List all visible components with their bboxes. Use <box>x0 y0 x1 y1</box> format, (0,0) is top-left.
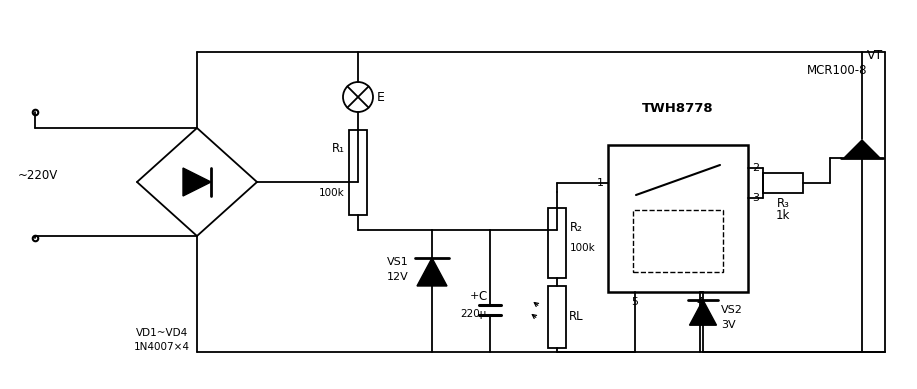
Text: R₂: R₂ <box>570 221 583 233</box>
Text: 3: 3 <box>752 193 759 203</box>
Bar <box>548 286 566 348</box>
Text: 100k: 100k <box>319 188 345 198</box>
Text: TWH8778: TWH8778 <box>642 102 713 114</box>
Bar <box>763 173 803 193</box>
Bar <box>548 208 566 278</box>
Text: R₁: R₁ <box>332 142 345 154</box>
Bar <box>349 130 367 215</box>
Text: 100k: 100k <box>570 243 596 253</box>
Text: C: C <box>479 291 487 303</box>
Text: VT: VT <box>867 49 883 61</box>
Text: RL: RL <box>569 310 583 322</box>
Text: 12V: 12V <box>387 272 409 282</box>
Bar <box>633 210 723 272</box>
Text: R₃: R₃ <box>777 196 790 210</box>
Text: 220μ: 220μ <box>460 309 487 319</box>
Text: 1: 1 <box>597 178 604 188</box>
Bar <box>608 145 748 292</box>
Text: MCR100-8: MCR100-8 <box>807 63 867 77</box>
Text: 3V: 3V <box>721 320 735 330</box>
Text: VS1: VS1 <box>387 257 409 267</box>
Text: ~220V: ~220V <box>18 168 59 182</box>
Text: 4: 4 <box>696 297 703 307</box>
Text: 5: 5 <box>632 297 638 307</box>
Text: 1k: 1k <box>776 209 790 221</box>
Text: 2: 2 <box>752 163 759 173</box>
Polygon shape <box>417 258 447 286</box>
Text: VD1~VD4: VD1~VD4 <box>136 328 188 338</box>
Polygon shape <box>690 300 716 325</box>
Polygon shape <box>183 168 211 196</box>
Polygon shape <box>844 140 880 158</box>
Text: 1N4007×4: 1N4007×4 <box>134 342 190 352</box>
Text: E: E <box>377 91 385 103</box>
Text: VS2: VS2 <box>721 305 743 315</box>
Text: +: + <box>470 291 479 301</box>
